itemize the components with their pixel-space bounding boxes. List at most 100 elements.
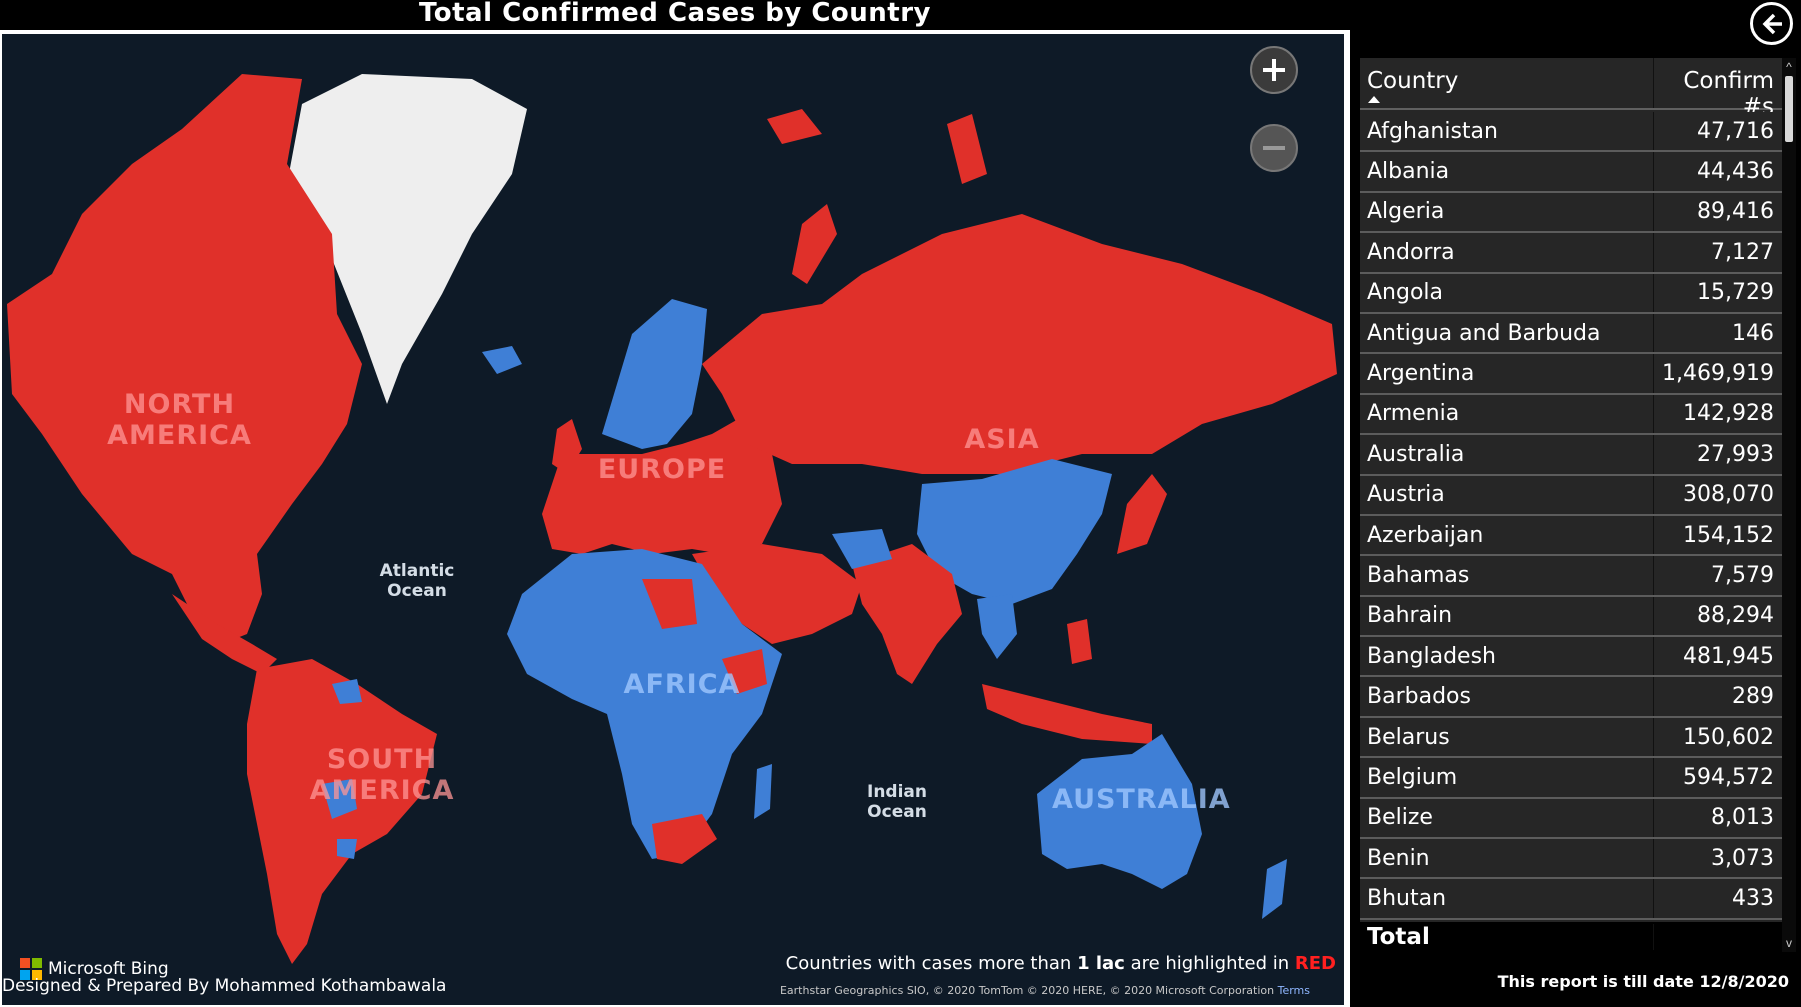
region-europe[interactable] <box>542 414 782 554</box>
confirm-cell: 89,416 <box>1697 199 1774 225</box>
total-row: Total <box>1360 922 1782 952</box>
country-cell: Andorra <box>1360 233 1654 272</box>
region-china[interactable] <box>917 459 1112 604</box>
table-row[interactable]: Azerbaijan 154,152 <box>1360 515 1782 557</box>
label-asia: ASIA <box>964 424 1040 455</box>
region-uk[interactable] <box>552 419 582 474</box>
country-cell: Azerbaijan <box>1360 515 1654 555</box>
table-row[interactable]: Bahamas 7,579 <box>1360 556 1782 597</box>
country-cell: Argentina <box>1360 354 1654 393</box>
world-map[interactable]: NORTH AMERICA EUROPE ASIA AFRICA SOUTH A… <box>2 34 1344 1005</box>
region-philippines[interactable] <box>1067 619 1092 664</box>
plus-icon <box>1263 59 1285 81</box>
legend-note-middle: are highlighted in <box>1124 953 1295 974</box>
region-russia[interactable] <box>702 214 1337 474</box>
table-row[interactable]: Benin 3,073 <box>1360 839 1782 880</box>
region-franz-josef[interactable] <box>947 114 987 184</box>
table-row[interactable]: Bangladesh 481,945 <box>1360 637 1782 678</box>
world-map-svg[interactable] <box>2 34 1342 1003</box>
region-uruguay[interactable] <box>337 839 357 859</box>
country-cell: Belarus <box>1360 717 1654 757</box>
table-row[interactable]: Armenia 142,928 <box>1360 394 1782 436</box>
table-row[interactable]: Albania 44,436 <box>1360 152 1782 193</box>
cases-table[interactable]: Country Confirm #s Afghanistan 47,716 Alba… <box>1360 58 1796 952</box>
confirm-cell: 150,602 <box>1683 724 1774 750</box>
zoom-in-button[interactable] <box>1250 46 1298 94</box>
region-africa[interactable] <box>507 549 782 859</box>
confirm-cell: 27,993 <box>1697 441 1774 467</box>
label-africa: AFRICA <box>623 669 741 700</box>
country-cell: Belize <box>1360 798 1654 838</box>
region-scandinavia[interactable] <box>602 299 707 449</box>
table-row[interactable]: Belarus 150,602 <box>1360 717 1782 759</box>
country-cell: Afghanistan <box>1360 112 1654 151</box>
region-middle-east[interactable] <box>692 544 862 644</box>
table-row[interactable]: Antigua and Barbuda 146 <box>1360 313 1782 355</box>
confirm-cell: 481,945 <box>1683 643 1774 669</box>
terms-link[interactable]: Terms <box>1277 984 1310 997</box>
region-libya[interactable] <box>642 579 697 629</box>
table-body: Afghanistan 47,716 Albania 44,436 Algeria 89,… <box>1360 112 1782 920</box>
confirm-cell: 47,716 <box>1697 118 1774 144</box>
zoom-out-button[interactable] <box>1250 124 1298 172</box>
region-japan[interactable] <box>1117 474 1167 554</box>
region-north-america[interactable] <box>7 74 362 644</box>
table-row[interactable]: Angola 15,729 <box>1360 273 1782 314</box>
legend-note-red-word: RED <box>1294 953 1336 974</box>
region-south-africa[interactable] <box>652 814 717 864</box>
label-north-america: NORTH AMERICA <box>107 389 252 451</box>
table-row[interactable]: Bhutan 433 <box>1360 879 1782 920</box>
back-button[interactable] <box>1750 2 1793 45</box>
scroll-thumb[interactable] <box>1785 76 1793 142</box>
country-cell: Belgium <box>1360 758 1654 797</box>
label-indian-ocean: Indian Ocean <box>867 782 927 822</box>
scroll-up-icon[interactable]: ^ <box>1786 60 1792 74</box>
column-header-confirm[interactable]: Confirm #s <box>1654 58 1782 120</box>
region-central-america[interactable] <box>172 594 277 674</box>
confirm-cell: 146 <box>1732 320 1774 346</box>
designed-by-credit: Designed & Prepared By Mohammed Kothamba… <box>2 976 447 996</box>
country-cell: Bahrain <box>1360 596 1654 636</box>
bing-logo[interactable]: Microsoft Bing <box>20 958 169 980</box>
table-row[interactable]: Austria 308,070 <box>1360 475 1782 516</box>
region-svalbard[interactable] <box>767 109 822 144</box>
confirm-cell: 1,469,919 <box>1662 361 1774 387</box>
legend-note-prefix: Countries with cases more than <box>785 953 1078 974</box>
country-cell: Bahamas <box>1360 556 1654 595</box>
legend-note: Countries with cases more than 1 lac are… <box>786 953 1336 974</box>
table-row[interactable]: Australia 27,993 <box>1360 435 1782 476</box>
confirm-cell: 3,073 <box>1711 845 1774 871</box>
table-row[interactable]: Belize 8,013 <box>1360 798 1782 840</box>
confirm-cell: 8,013 <box>1711 805 1774 831</box>
region-iceland[interactable] <box>482 346 522 374</box>
region-greenland[interactable] <box>287 74 527 404</box>
confirm-cell: 433 <box>1732 886 1774 912</box>
table-row[interactable]: Algeria 89,416 <box>1360 192 1782 234</box>
region-guianas[interactable] <box>332 679 362 704</box>
table-row[interactable]: Argentina 1,469,919 <box>1360 354 1782 395</box>
map-attribution: Earthstar Geographics SIO, © 2020 TomTom… <box>780 984 1310 997</box>
region-madagascar[interactable] <box>754 764 772 819</box>
region-bolivia[interactable] <box>322 779 357 819</box>
table-row[interactable]: Afghanistan 47,716 <box>1360 112 1782 153</box>
region-india[interactable] <box>852 544 962 684</box>
region-indonesia[interactable] <box>982 684 1152 744</box>
table-row[interactable]: Barbados 289 <box>1360 677 1782 718</box>
region-new-zealand[interactable] <box>1262 859 1287 919</box>
table-row[interactable]: Bahrain 88,294 <box>1360 596 1782 638</box>
scroll-down-icon[interactable]: v <box>1786 936 1792 950</box>
region-southeast-asia[interactable] <box>977 594 1017 659</box>
microsoft-logo-icon <box>20 958 42 980</box>
table-row[interactable]: Andorra 7,127 <box>1360 233 1782 274</box>
region-australia[interactable] <box>1037 734 1202 889</box>
country-cell: Algeria <box>1360 192 1654 232</box>
country-cell: Armenia <box>1360 394 1654 434</box>
table-scrollbar[interactable]: ^ v <box>1782 58 1796 952</box>
country-cell: Albania <box>1360 152 1654 191</box>
column-header-country[interactable]: Country <box>1360 58 1654 108</box>
region-ethiopia[interactable] <box>722 649 767 694</box>
table-row[interactable]: Belgium 594,572 <box>1360 758 1782 799</box>
region-central-asia[interactable] <box>832 529 892 569</box>
country-cell: Bangladesh <box>1360 637 1654 676</box>
region-novaya-zemlya[interactable] <box>792 204 837 284</box>
